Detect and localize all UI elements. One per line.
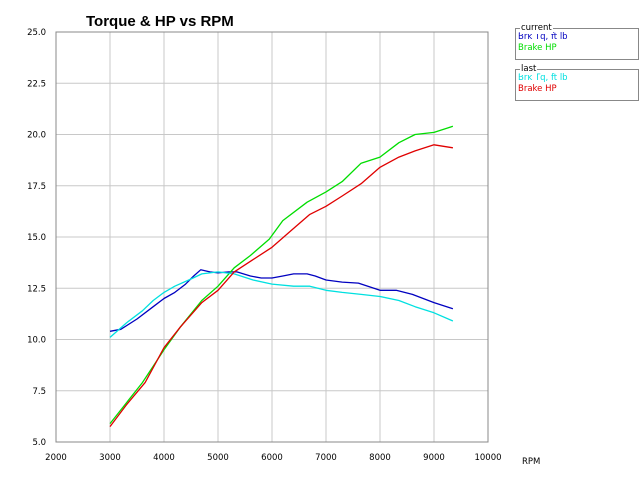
x-tick-label: 6000: [261, 453, 283, 463]
plot-area: [55, 31, 489, 443]
series-line-last-brk-tq: [109, 271, 454, 338]
y-tick-label: 10.0: [27, 336, 46, 346]
legend-entry: Brk Tq, ft lb: [518, 73, 568, 83]
y-tick-label: 20.0: [27, 131, 46, 141]
x-tick-label: 9000: [423, 453, 445, 463]
x-tick-label: 8000: [369, 453, 391, 463]
chart-title: Torque & HP vs RPM: [86, 13, 234, 30]
x-tick-label: 2000: [45, 453, 67, 463]
y-tick-label: 15.0: [27, 233, 46, 243]
legend-entry: Brake HP: [518, 84, 557, 94]
x-tick-label: 4000: [153, 453, 175, 463]
y-tick-label: 22.5: [27, 79, 46, 89]
series-line-current-brake-hp: [109, 125, 454, 425]
legend-current: current Brk Tq, ft lb Brake HP: [515, 22, 639, 60]
x-tick-label: 10000: [474, 453, 501, 463]
x-tick-label: 3000: [99, 453, 121, 463]
legend-entry: Brk Tq, ft lb: [518, 32, 568, 42]
tick-labels: 2000 3000 4000 5000 6000 7000 8000 9000 10000 5.0…: [27, 28, 501, 463]
y-tick-label: 12.5: [27, 284, 46, 294]
y-tick-label: 25.0: [27, 28, 46, 38]
legend-entry: Brake HP: [518, 43, 557, 53]
y-tick-label: 17.5: [27, 182, 46, 192]
y-tick-label: 7.5: [32, 387, 46, 397]
legend-group-label: last: [520, 63, 538, 75]
x-tick-label: 7000: [315, 453, 337, 463]
y-tick-label: 5.0: [32, 438, 46, 448]
grid: [55, 31, 489, 443]
x-tick-label: 5000: [207, 453, 229, 463]
series-lines: [109, 125, 454, 427]
legend-last: last Brk Tq, ft lb Brake HP: [515, 63, 639, 101]
legend-group-label: current: [520, 22, 553, 34]
series-line-current-brk-tq: [109, 269, 454, 332]
series-line-last-brake-hp: [109, 144, 454, 427]
x-axis-label: RPM: [522, 457, 540, 467]
